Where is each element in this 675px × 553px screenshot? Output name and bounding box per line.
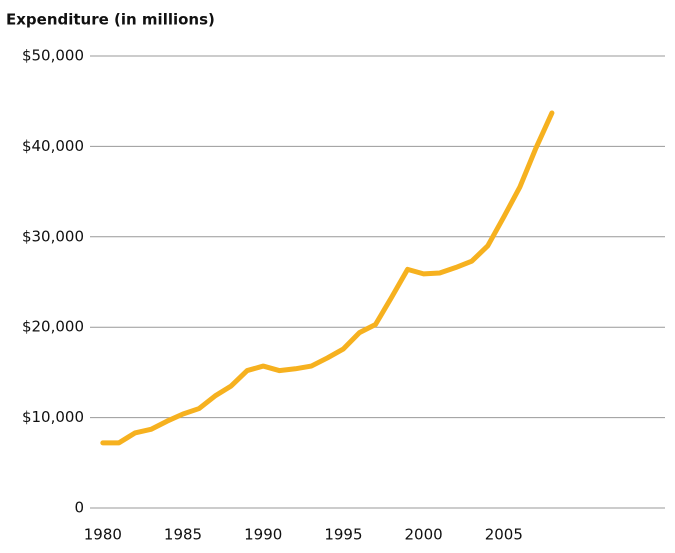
y-tick-label: $40,000 [22, 137, 84, 155]
y-tick-label: 0 [74, 499, 84, 517]
x-tick-label: 1985 [164, 526, 202, 544]
y-tick-label: $20,000 [22, 318, 84, 336]
chart-title: Expenditure (in millions) [6, 11, 215, 29]
y-tick-label: $50,000 [22, 47, 84, 65]
x-tick-label: 2000 [405, 526, 443, 544]
y-tick-label: $30,000 [22, 227, 84, 245]
x-tick-label: 2005 [485, 526, 523, 544]
x-tick-label: 1995 [324, 526, 362, 544]
x-tick-label: 1980 [84, 526, 122, 544]
data-line [100, 110, 555, 446]
y-tick-label: $10,000 [22, 408, 84, 426]
x-tick-label: 1990 [244, 526, 282, 544]
